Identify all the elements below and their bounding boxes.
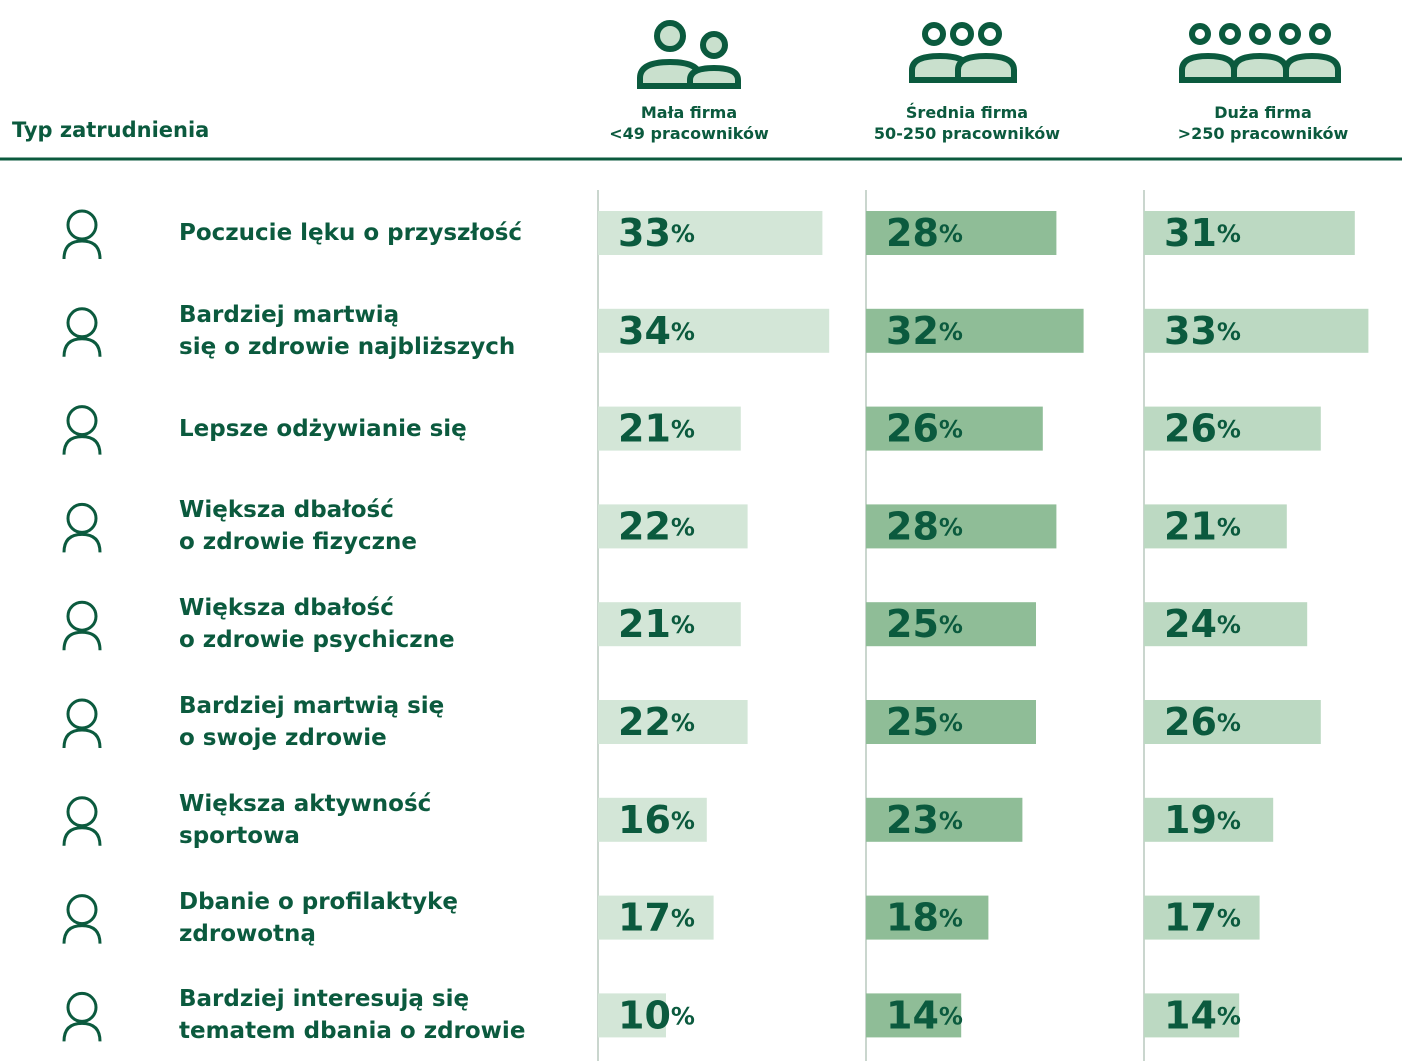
- value-label: 17%: [1164, 895, 1241, 939]
- row-icon: [62, 630, 102, 651]
- value-label: 26%: [1164, 406, 1241, 450]
- category-label: Bardziej interesują się tematem dbania o…: [179, 986, 526, 1045]
- bar: [1144, 895, 1260, 940]
- bar: [866, 602, 1036, 647]
- bar: [866, 993, 962, 1038]
- bar: [866, 700, 1036, 744]
- value-label: 26%: [886, 406, 963, 450]
- bar: [866, 797, 1023, 842]
- bar: [1144, 308, 1369, 353]
- value-label: 33%: [1164, 308, 1241, 352]
- header-icons: [637, 20, 1341, 89]
- value-label: 24%: [1164, 602, 1241, 646]
- row-icon: [62, 826, 102, 846]
- bar: [1144, 797, 1274, 842]
- row-icon: [62, 337, 102, 357]
- bar: [866, 406, 1043, 451]
- bar: [598, 406, 741, 451]
- bar: [1144, 504, 1287, 549]
- category-label: Poczucie lęku o przyszłość: [179, 220, 523, 246]
- value-label: 21%: [1164, 504, 1241, 548]
- value-label: 34%: [618, 308, 695, 352]
- row-icon: [66, 796, 98, 828]
- bar: [866, 504, 1057, 549]
- value-label: 21%: [618, 602, 695, 646]
- bar: [598, 797, 707, 842]
- bar: [598, 211, 823, 255]
- value-label: 26%: [1164, 700, 1241, 744]
- row-icon: [62, 924, 102, 944]
- bar: [598, 308, 830, 353]
- row-icon: [62, 1021, 102, 1042]
- bar: [1144, 993, 1240, 1038]
- bar: [866, 308, 1084, 353]
- row-icon: [62, 532, 102, 553]
- row-icon: [66, 502, 98, 534]
- bar: [598, 504, 748, 549]
- row-icon: [62, 728, 102, 749]
- row-icon: [66, 307, 98, 339]
- value-label: 16%: [618, 797, 695, 841]
- legend-label: Średnia firma 50-250 pracowników: [873, 103, 1061, 143]
- bar: [598, 993, 666, 1038]
- category-label: Bardziej martwią się o swoje zdrowie: [179, 693, 445, 751]
- row-icon: [66, 991, 98, 1023]
- value-label: 14%: [886, 993, 963, 1037]
- row-icon: [66, 600, 98, 632]
- value-label: 32%: [886, 308, 963, 352]
- bar: [866, 895, 989, 940]
- row-icon: [62, 435, 102, 455]
- category-label: Większa dbałość o zdrowie fizyczne: [179, 497, 417, 556]
- category-label: Większa dbałość o zdrowie psychiczne: [179, 595, 455, 654]
- category-label: Większa aktywność sportowa: [179, 790, 432, 849]
- bar: [866, 211, 1057, 255]
- row-icons: [62, 209, 102, 1042]
- category-label: Bardziej martwią się o zdrowie najbliższ…: [179, 301, 516, 360]
- row-header: Typ zatrudnienia: [12, 118, 210, 142]
- value-label: 10%: [618, 993, 695, 1037]
- value-label: 18%: [886, 895, 963, 939]
- legend-label: Mała firma <49 pracowników: [609, 103, 769, 143]
- bar: [1144, 602, 1308, 647]
- value-label: 31%: [1164, 211, 1241, 255]
- value-label: 25%: [886, 700, 963, 744]
- row-icon: [66, 405, 98, 437]
- row-icon: [66, 209, 98, 241]
- bar: [598, 895, 714, 940]
- bar: [1144, 700, 1321, 744]
- value-label: 22%: [618, 504, 695, 548]
- category-label: Dbanie o profilaktykę zdrowotną: [179, 888, 458, 947]
- value-label: 28%: [886, 211, 963, 255]
- bar: [598, 700, 748, 744]
- value-label: 28%: [886, 504, 963, 548]
- bar: [1144, 406, 1321, 451]
- value-label: 14%: [1164, 993, 1241, 1037]
- legend-label: Duża firma >250 pracowników: [1177, 103, 1349, 143]
- value-label: 23%: [886, 797, 963, 841]
- row-icon: [62, 239, 102, 260]
- bar: [1144, 211, 1355, 255]
- value-label: 33%: [618, 211, 695, 255]
- row-icon: [66, 698, 98, 730]
- value-label: 21%: [618, 406, 695, 450]
- category-label: Lepsze odżywianie się: [179, 415, 467, 442]
- row-icon: [66, 894, 98, 926]
- value-label: 22%: [618, 700, 695, 744]
- value-label: 19%: [1164, 797, 1241, 841]
- bar: [598, 602, 741, 647]
- value-label: 25%: [886, 602, 963, 646]
- value-label: 17%: [618, 895, 695, 939]
